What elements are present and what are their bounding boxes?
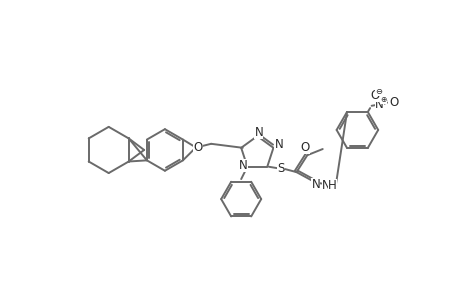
Text: N: N [274, 138, 283, 151]
Text: S: S [277, 162, 284, 175]
Text: N: N [239, 159, 247, 172]
Text: N: N [374, 98, 383, 111]
Text: O: O [193, 141, 202, 154]
Text: O: O [300, 141, 309, 154]
Text: H: H [328, 179, 336, 193]
Text: N: N [254, 126, 263, 139]
Text: N: N [311, 178, 319, 191]
Text: N: N [321, 179, 330, 193]
Text: O: O [369, 89, 379, 102]
Text: O: O [388, 96, 398, 109]
Text: ⊖: ⊖ [374, 87, 381, 96]
Text: ⊕: ⊕ [380, 95, 386, 104]
